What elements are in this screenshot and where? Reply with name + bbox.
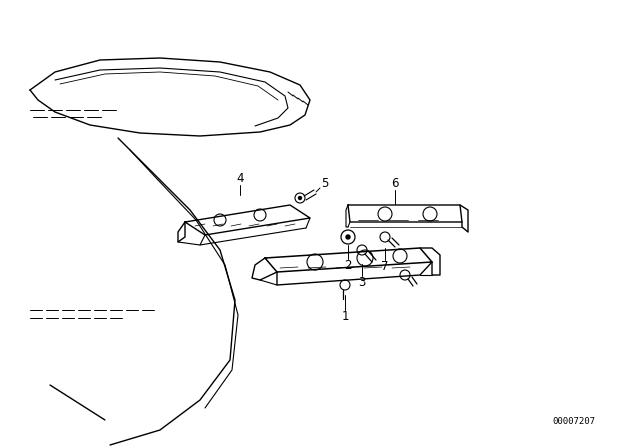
- Text: 3: 3: [358, 276, 365, 289]
- Circle shape: [346, 235, 350, 239]
- Text: 6: 6: [391, 177, 399, 190]
- Text: 1: 1: [341, 310, 349, 323]
- Text: 2: 2: [344, 258, 352, 271]
- Text: 4: 4: [236, 172, 244, 185]
- Circle shape: [298, 197, 301, 199]
- Text: 7: 7: [381, 259, 388, 272]
- Text: 00007207: 00007207: [552, 417, 595, 426]
- Text: 5: 5: [321, 177, 329, 190]
